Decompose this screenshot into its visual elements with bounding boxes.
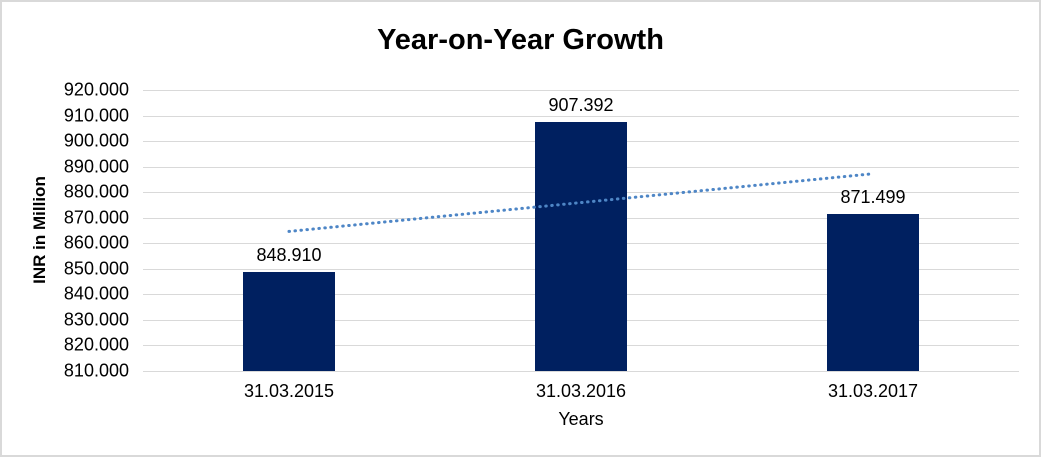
bar-value-label: 907.392 [548,95,614,116]
y-tick-label: 880.000 [63,181,129,202]
y-tick-label: 900.000 [63,130,129,151]
gridline [143,115,1019,117]
chart-title: Year-on-Year Growth [377,24,664,56]
y-tick-label: 890.000 [63,156,129,177]
y-tick-label: 920.000 [63,79,129,100]
y-tick-label: 810.000 [63,360,129,381]
y-tick-label: 870.000 [63,207,129,228]
y-tick-label: 840.000 [63,283,129,304]
bar-value-label: 871.499 [840,186,906,207]
plot-area: 848.910 907.392 871.499 [143,90,1019,372]
gridline [143,371,1019,372]
bar [243,271,335,371]
x-axis-title: Years [558,409,604,429]
x-category-label: 31.03.2016 [535,381,627,401]
y-tick-label: 860.000 [63,232,129,253]
x-category-label: 31.03.2015 [243,381,335,401]
bar-value-label: 848.910 [256,244,322,265]
gridline [143,90,1019,91]
y-tick-label: 820.000 [63,334,129,355]
bar [535,122,627,371]
x-category-label: 31.03.2017 [827,381,919,401]
y-tick-label: 830.000 [63,309,129,330]
y-tick-label: 850.000 [63,258,129,279]
bar [827,213,919,371]
y-tick-label: 910.000 [63,105,129,126]
